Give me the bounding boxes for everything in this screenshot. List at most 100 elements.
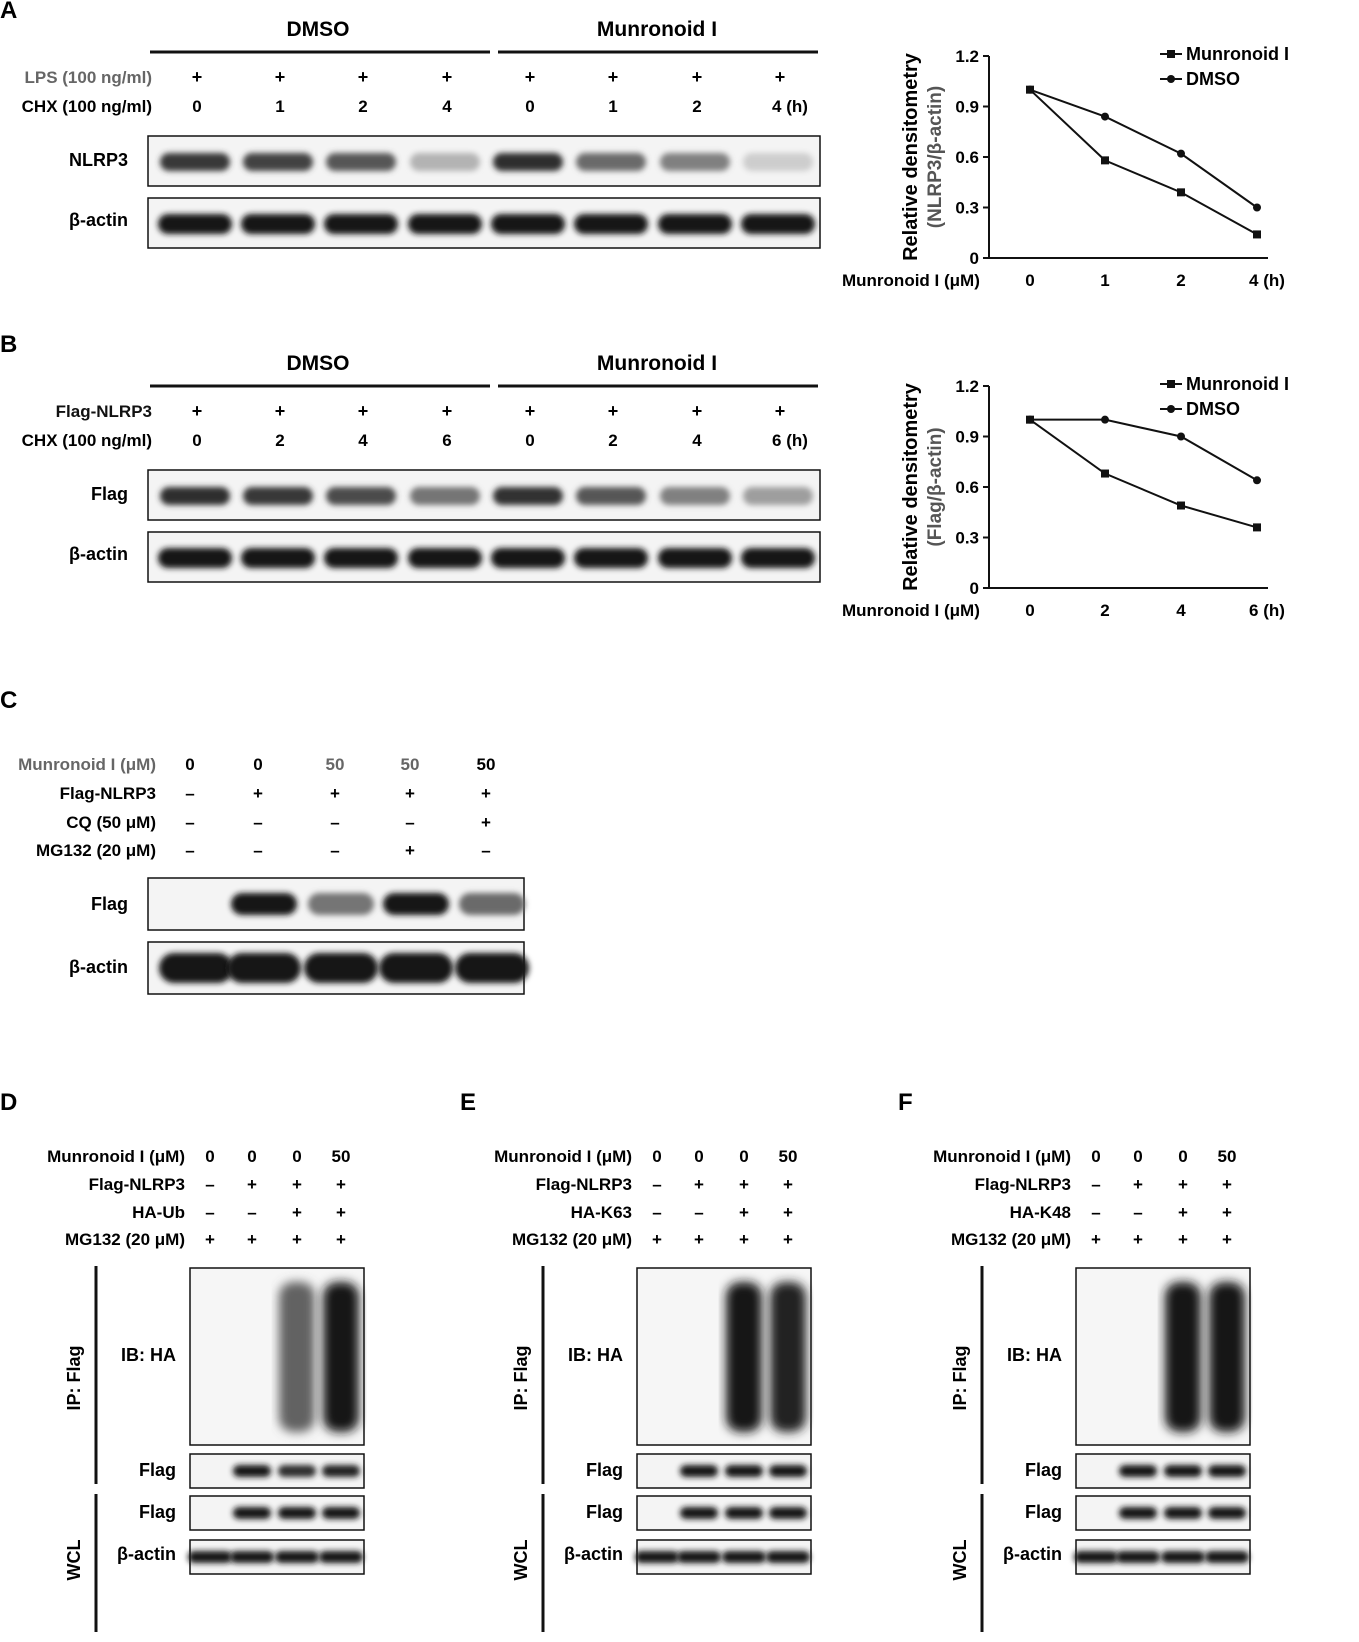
wcl-label: WCL	[511, 1540, 531, 1581]
treatment-value: +	[405, 841, 415, 860]
treatment-value: –	[405, 813, 414, 832]
protein-band	[233, 1465, 271, 1477]
treatment-value: +	[1133, 1230, 1143, 1249]
treatment-value: 2	[275, 431, 284, 450]
treatment-value: –	[330, 841, 339, 860]
protein-band	[574, 548, 648, 568]
ubiquitin-smear	[323, 1282, 359, 1432]
series-line	[1029, 88, 1258, 209]
treatment-value: 4	[442, 97, 452, 116]
treatment-value: 0	[205, 1147, 214, 1166]
legend-label: DMSO	[1186, 399, 1240, 419]
blot-label: β-actin	[69, 544, 128, 564]
protein-band	[324, 548, 398, 568]
data-point	[1101, 156, 1109, 165]
protein-band	[1205, 1551, 1249, 1563]
treatment-value: +	[739, 1175, 749, 1194]
legend-label: DMSO	[1186, 69, 1240, 89]
treatment-value: +	[292, 1203, 302, 1222]
treatment-value: +	[292, 1230, 302, 1249]
protein-band	[455, 953, 529, 983]
treatment-value: +	[442, 401, 453, 421]
treatment-label: LPS (100 ng/ml)	[24, 68, 152, 87]
treatment-label: HA-Ub	[132, 1203, 185, 1222]
blot-label: Flag	[586, 1502, 623, 1522]
blot-label: Flag	[1025, 1502, 1062, 1522]
y-axis-label: Relative densitometry	[900, 52, 922, 261]
treatment-value: +	[336, 1203, 346, 1222]
x-tick-label: 2	[1100, 601, 1109, 620]
ib-label: IB: HA	[1007, 1345, 1062, 1365]
protein-band	[243, 487, 313, 505]
treatment-value: 4 (h)	[772, 97, 808, 116]
protein-band	[576, 487, 646, 505]
wcl-label: WCL	[950, 1540, 970, 1581]
protein-band	[493, 487, 563, 505]
protein-band	[1208, 1507, 1246, 1519]
x-tick-label: 6 (h)	[1249, 601, 1285, 620]
treatment-value: +	[652, 1230, 662, 1249]
protein-band	[243, 153, 313, 171]
treatment-value: +	[336, 1230, 346, 1249]
treatment-value: 0	[185, 755, 194, 774]
ubiquitin-smear	[726, 1282, 762, 1432]
blot-label: NLRP3	[69, 150, 128, 170]
data-point	[1101, 112, 1109, 121]
treatment-value: +	[253, 784, 263, 803]
protein-band	[159, 953, 233, 983]
treatment-label: CHX (100 ng/ml)	[22, 97, 152, 116]
ubiquitin-smear	[770, 1282, 806, 1432]
ip-label: IP: Flag	[511, 1345, 531, 1410]
treatment-value: –	[1091, 1203, 1100, 1222]
protein-band	[1208, 1465, 1246, 1477]
legend-marker	[1167, 380, 1175, 388]
panel-letter-e: E	[460, 1089, 476, 1116]
treatment-value: +	[275, 401, 286, 421]
treatment-value: 2	[608, 431, 617, 450]
protein-band	[722, 1551, 766, 1563]
treatment-value: –	[1133, 1203, 1142, 1222]
treatment-label: HA-K48	[1010, 1203, 1071, 1222]
protein-band	[574, 214, 648, 234]
treatment-value: 50	[332, 1147, 351, 1166]
blot-label: Flag	[91, 894, 128, 914]
treatment-value: +	[192, 67, 203, 87]
treatment-value: 0	[739, 1147, 748, 1166]
protein-band	[326, 153, 396, 171]
treatment-value: 50	[779, 1147, 798, 1166]
protein-band	[743, 153, 813, 171]
treatment-value: 50	[326, 755, 345, 774]
protein-band	[278, 1507, 316, 1519]
treatment-label: Munronoid I (μM)	[494, 1147, 632, 1166]
treatment-value: 0	[253, 755, 262, 774]
y-tick-label: 0.6	[955, 478, 979, 497]
legend-marker	[1167, 75, 1175, 83]
treatment-value: 1	[608, 97, 617, 116]
panel-letter-a: A	[0, 0, 17, 24]
blot-label: Flag	[1025, 1460, 1062, 1480]
treatment-value: +	[247, 1175, 257, 1194]
protein-band	[304, 953, 378, 983]
protein-band	[658, 548, 732, 568]
treatment-value: 4	[692, 431, 702, 450]
treatment-value: +	[1222, 1203, 1232, 1222]
protein-band	[324, 214, 398, 234]
protein-band	[231, 893, 297, 915]
ip-label: IP: Flag	[950, 1345, 970, 1410]
treatment-label: MG132 (20 μM)	[65, 1230, 185, 1249]
ubiquitin-smear	[1165, 1282, 1201, 1432]
blot-label: β-actin	[69, 957, 128, 977]
treatment-value: +	[692, 401, 703, 421]
x-axis-label: Munronoid I (μM)	[842, 271, 980, 290]
treatment-value: +	[405, 784, 415, 803]
treatment-value: –	[185, 813, 194, 832]
treatment-value: –	[330, 813, 339, 832]
protein-band	[230, 1551, 274, 1563]
protein-band	[160, 487, 230, 505]
data-point	[1177, 501, 1185, 510]
blot-label: Flag	[139, 1460, 176, 1480]
protein-band	[725, 1507, 763, 1519]
ip-label: IP: Flag	[64, 1345, 84, 1410]
treatment-value: 6	[442, 431, 451, 450]
